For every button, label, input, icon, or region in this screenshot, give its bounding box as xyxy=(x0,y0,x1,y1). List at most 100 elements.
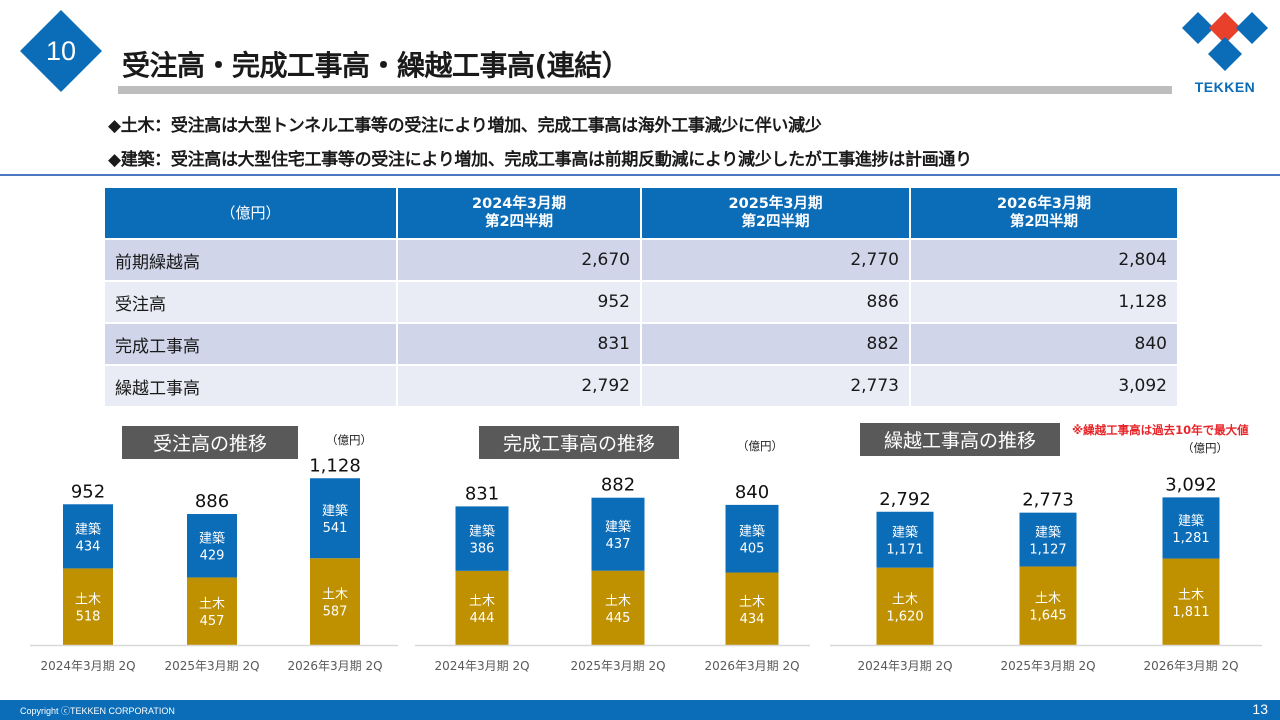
cell-value: 2,773 xyxy=(640,364,911,408)
segment-label-value: 457 xyxy=(200,614,225,629)
segment-label-value: 434 xyxy=(76,539,101,554)
segment-label-value: 1,281 xyxy=(1172,531,1209,546)
cell-value: 2,670 xyxy=(396,238,642,282)
column-header-period: 2026年3月期 xyxy=(997,196,1091,212)
column-header-quarter: 第2四半期 xyxy=(484,214,554,230)
footer: Copyright ⓒTEKKEN CORPORATION 13 xyxy=(0,700,1280,720)
bar-segment-civil xyxy=(1019,566,1077,645)
chart-title: 繰越工事高の推移 xyxy=(860,423,1060,456)
segment-label-name: 土木 xyxy=(322,588,348,603)
x-tick-label: 2026年3月期 2Q xyxy=(287,659,382,673)
table-row: 受注高 952 886 1,128 xyxy=(103,280,1179,324)
column-header-period: 2024年3月期 xyxy=(472,196,566,212)
tekken-logo xyxy=(1180,10,1270,94)
chart-title: 完成工事高の推移 xyxy=(479,426,679,459)
segment-label-name: 建築 xyxy=(892,526,918,541)
x-tick-label: 2025年3月期 2Q xyxy=(570,659,665,673)
segment-label-value: 1,645 xyxy=(1029,609,1066,624)
table-row: 前期繰越高 2,670 2,770 2,804 xyxy=(103,238,1179,282)
segment-label-name: 建築 xyxy=(1035,526,1061,541)
backlog-chart: 繰越工事高の推移 （億円） 土木 1,620 建築 1,171 2,792 2024年3月… xyxy=(830,420,1280,680)
segment-label-name: 建築 xyxy=(75,522,101,537)
bar-segment-building xyxy=(725,504,779,573)
total-label: 2,792 xyxy=(879,489,931,510)
bar-segment-building xyxy=(63,504,113,569)
segment-label-name: 建築 xyxy=(605,520,631,535)
segment-label-name: 土木 xyxy=(605,594,631,609)
cell-value: 952 xyxy=(396,280,642,324)
x-tick-label: 2025年3月期 2Q xyxy=(164,659,259,673)
segment-label-name: 土木 xyxy=(892,592,918,607)
segment-label-name: 建築 xyxy=(469,525,495,540)
column-header-quarter: 第2四半期 xyxy=(741,214,810,230)
bar-segment-building xyxy=(310,478,360,559)
unit-label: （億円） xyxy=(326,433,372,447)
bar-segment-building xyxy=(187,514,237,578)
segment-label-name: 建築 xyxy=(199,532,225,547)
segment-label-value: 1,127 xyxy=(1029,543,1066,558)
total-label: 952 xyxy=(71,481,105,502)
cell-value: 831 xyxy=(396,322,642,366)
segment-label-value: 541 xyxy=(323,521,348,536)
cell-value: 886 xyxy=(640,280,911,324)
unit-label: （億円） xyxy=(1182,441,1228,455)
segment-label-name: 土木 xyxy=(739,595,765,610)
x-tick-label: 2024年3月期 2Q xyxy=(857,659,952,673)
row-label: 前期繰越高 xyxy=(103,238,398,282)
column-header: 2025年3月期 第2四半期 xyxy=(640,186,911,240)
cell-value: 840 xyxy=(909,322,1179,366)
page-title: 受注高・完成工事高・繰越工事高(連結） xyxy=(122,49,630,82)
segment-label-name: 土木 xyxy=(1178,588,1204,603)
segment-label-name: 建築 xyxy=(322,504,348,519)
summary-table: （億円） 2024年3月期 第2四半期 2025年3月期 第2四半期 2026年3月… xyxy=(103,186,1179,408)
total-label: 886 xyxy=(195,491,229,512)
segment-label-value: 1,171 xyxy=(886,543,923,558)
x-tick-label: 2024年3月期 2Q xyxy=(434,659,529,673)
unit-label: （億円） xyxy=(737,439,783,453)
segment-label-value: 1,811 xyxy=(1172,605,1209,620)
cell-value: 1,128 xyxy=(909,280,1179,324)
bullet-building: ◆建築：受注高は大型住宅工事等の受注により増加、完成工事高は前期反動減により減少… xyxy=(108,150,972,170)
x-tick-label: 2024年3月期 2Q xyxy=(40,659,135,673)
row-label: 受注高 xyxy=(103,280,398,324)
title-underline xyxy=(118,86,1172,94)
chart-plot: 土木 518 建築 434 952 2024年3月期 2Q 土木 457 建築 429 886 202… xyxy=(30,455,398,673)
x-tick-label: 2026年3月期 2Q xyxy=(704,659,799,673)
x-tick-label: 2025年3月期 2Q xyxy=(1000,659,1095,673)
segment-label-value: 386 xyxy=(470,542,495,557)
cell-value: 3,092 xyxy=(909,364,1179,408)
section-number: 10 xyxy=(45,35,77,66)
cell-value: 2,804 xyxy=(909,238,1179,282)
segment-label-value: 434 xyxy=(740,612,765,627)
x-tick-label: 2026年3月期 2Q xyxy=(1143,659,1238,673)
segment-label-value: 1,620 xyxy=(886,609,923,624)
bar-segment-building xyxy=(591,497,645,571)
column-header-quarter: 第2四半期 xyxy=(1009,214,1079,230)
segment-label-value: 429 xyxy=(200,549,225,564)
total-label: 831 xyxy=(465,483,499,504)
section-number-badge: 10 xyxy=(20,10,102,92)
bar-segment-civil xyxy=(310,558,360,645)
segment-label-value: 518 xyxy=(76,610,101,625)
cell-value: 882 xyxy=(640,322,911,366)
backlog-note: ※繰越工事高は過去10年で最大値 xyxy=(1072,423,1249,437)
chart-plot: 土木 1,620 建築 1,171 2,792 2024年3月期 2Q 土木 1,645 建築 1… xyxy=(830,474,1262,673)
bar-segment-civil xyxy=(187,577,237,645)
bar-segment-civil xyxy=(876,567,934,645)
total-label: 3,092 xyxy=(1165,474,1217,495)
bar-segment-civil xyxy=(1162,558,1220,645)
column-header: 2026年3月期 第2四半期 xyxy=(909,186,1179,240)
logo-diamonds-icon xyxy=(1182,12,1268,71)
logo-text: TEKKEN xyxy=(1194,79,1256,95)
unit-header: （億円） xyxy=(103,186,398,240)
segment-label-name: 建築 xyxy=(739,525,765,540)
segment-label-name: 土木 xyxy=(75,593,101,608)
chart-plot: 土木 444 建築 386 831 2024年3月期 2Q 土木 445 建築 437 882 202… xyxy=(415,475,810,673)
bar-segment-building xyxy=(1162,497,1220,559)
chart-title: 受注高の推移 xyxy=(122,426,298,459)
bar-segment-civil xyxy=(591,570,645,645)
cell-value: 2,770 xyxy=(640,238,911,282)
segment-label-name: 建築 xyxy=(1178,514,1204,529)
copyright: Copyright ⓒTEKKEN CORPORATION xyxy=(20,706,175,716)
total-label: 2,773 xyxy=(1022,490,1074,511)
